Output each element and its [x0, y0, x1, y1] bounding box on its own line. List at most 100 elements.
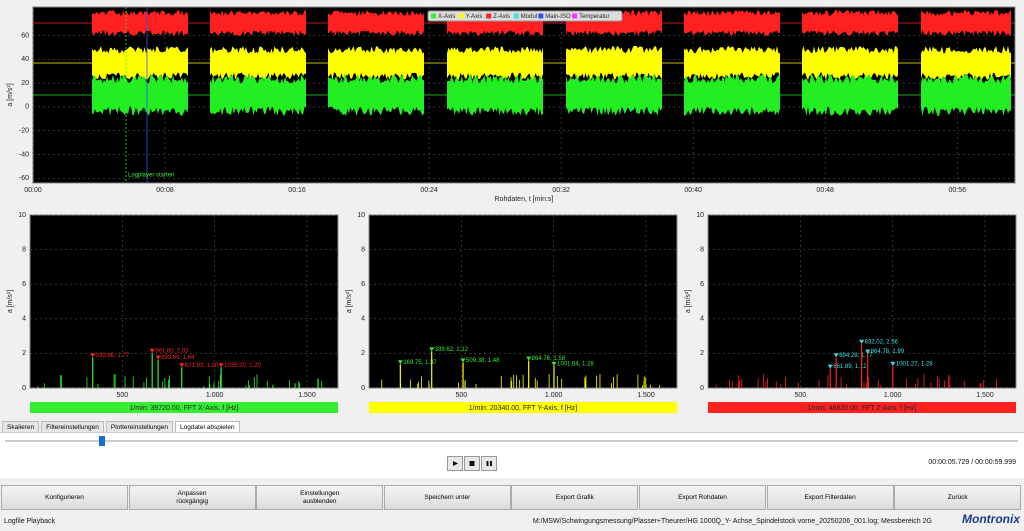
legend-label: X-Axis	[438, 14, 455, 20]
x-tick-label: 500	[794, 392, 806, 399]
button[interactable]: Export Rohdaten	[639, 485, 766, 510]
peak-marker	[460, 358, 466, 363]
play-button[interactable]	[447, 456, 463, 471]
tab[interactable]: Filtereinstellungen	[41, 421, 104, 433]
x-tick-label: 1.000	[206, 392, 224, 399]
y-tick-label: 8	[700, 246, 704, 253]
legend-label: Z-Axis	[493, 14, 510, 20]
footer-bar	[30, 402, 338, 413]
slider-track[interactable]	[5, 440, 1018, 442]
peak-marker	[179, 363, 185, 368]
peak-label: 1035.20, 1.20	[224, 363, 261, 369]
footer-label: 1/min: 20340.00, FFT Y-Axis, f [Hz]	[469, 405, 577, 412]
signal-band	[802, 10, 898, 36]
button-label: Konfigurieren	[45, 493, 84, 501]
peak-marker	[859, 339, 865, 344]
x-tick-label: 500	[116, 392, 128, 399]
y-tick-label: 10	[357, 212, 365, 219]
y-axis-label: a [m/s²]	[346, 290, 353, 313]
signal-band	[210, 10, 306, 36]
y-tick-label: 2	[361, 350, 365, 357]
peak-marker	[526, 356, 532, 361]
y-tick-label: -20	[19, 128, 29, 135]
x-tick-label: 00:24	[420, 187, 438, 194]
peak-label: 509.38, 1.48	[466, 358, 500, 364]
x-tick-label: 00:48	[816, 187, 834, 194]
y-tick-label: 8	[22, 246, 26, 253]
peak-marker	[90, 353, 96, 358]
tab[interactable]: Plottereinstellungen	[105, 421, 173, 433]
signal-band	[684, 10, 780, 36]
legend-swatch	[538, 13, 544, 19]
y-tick-label: 10	[696, 212, 704, 219]
y-tick-label: 4	[700, 316, 704, 323]
x-tick-label: 00:56	[948, 187, 966, 194]
peak-label: 339.66, 1.77	[96, 353, 130, 359]
button[interactable]: Konfigurieren	[1, 485, 128, 510]
peak-marker	[429, 347, 435, 352]
signal-band	[447, 46, 543, 80]
tab[interactable]: Skalieren	[2, 421, 40, 433]
button[interactable]: Speichern unter	[383, 485, 511, 510]
legend-label: Y-Axis	[466, 14, 483, 20]
stop-button[interactable]	[464, 456, 480, 471]
peak-label: 1001.27, 1.28	[896, 361, 933, 367]
icon	[453, 461, 458, 466]
legend-swatch	[513, 13, 519, 19]
button-label: Speichern unter	[424, 493, 471, 501]
y-tick-label: 0	[700, 385, 704, 392]
legend-swatch	[572, 13, 578, 19]
y-axis-label: a [m/s²]	[685, 290, 692, 313]
button-label: Zurück	[947, 493, 968, 501]
signal-band	[328, 74, 424, 116]
x-tick-label: 1.500	[637, 392, 655, 399]
button[interactable]: Anpassen rückgängig	[128, 485, 256, 510]
peak-marker	[551, 361, 557, 366]
x-tick-label: 00:40	[684, 187, 702, 194]
signal-band	[684, 74, 780, 116]
peak-label: 1001.84, 1.28	[557, 361, 594, 367]
peak-marker	[155, 355, 161, 360]
legend-label: Modul	[521, 14, 537, 20]
button[interactable]: Export Grafik	[511, 485, 639, 510]
peak-label: 693.69, 1.64	[161, 355, 195, 361]
y-tick-label: 10	[18, 212, 26, 219]
peak-marker	[397, 360, 403, 365]
peak-marker	[218, 363, 224, 368]
tab[interactable]: Logdatei abspielen	[174, 421, 240, 433]
slider-thumb[interactable]	[98, 436, 105, 446]
y-tick-label: 0	[25, 104, 29, 111]
logo: Montronix	[962, 512, 1020, 526]
signal-band	[210, 46, 306, 80]
button-label: Anpassen	[177, 489, 207, 497]
x-tick-label: 00:08	[156, 187, 174, 194]
peak-label: 832.02, 2.56	[865, 339, 899, 345]
time-label: 00:00:05.729 / 00:00:59.999	[928, 459, 1016, 466]
y-tick-label: 8	[361, 246, 365, 253]
peak-marker	[827, 364, 833, 369]
status-path: M:/MSW/Schwingungsmessung/Plasser+Theure…	[532, 518, 932, 525]
button-label: Export Rohdaten	[678, 493, 727, 501]
signal-band	[921, 74, 1011, 116]
x-tick-label: 1.500	[976, 392, 994, 399]
peak-label: 661.80, 2.03	[155, 348, 189, 354]
annotation: Logplayer starten	[128, 173, 174, 179]
x-tick-label: 1.000	[545, 392, 563, 399]
icon	[469, 461, 475, 466]
peak-marker	[890, 361, 896, 366]
button-label: Export Grafik	[555, 493, 594, 501]
y-tick-label: -60	[19, 175, 29, 182]
button[interactable]: Export Filterdaten	[766, 485, 894, 510]
pause-button[interactable]	[481, 456, 497, 471]
y-axis-label: a [m/s²]	[7, 83, 14, 106]
signal-band	[447, 74, 543, 116]
signal-band	[210, 74, 306, 116]
signal-band	[92, 10, 188, 36]
peak-label: 694.28, 1.77	[839, 353, 873, 359]
footer-bar	[369, 402, 677, 413]
y-tick-label: 6	[700, 281, 704, 288]
button[interactable]: Einstellungen ausblenden	[256, 485, 384, 510]
button[interactable]: Zurück	[894, 485, 1022, 510]
